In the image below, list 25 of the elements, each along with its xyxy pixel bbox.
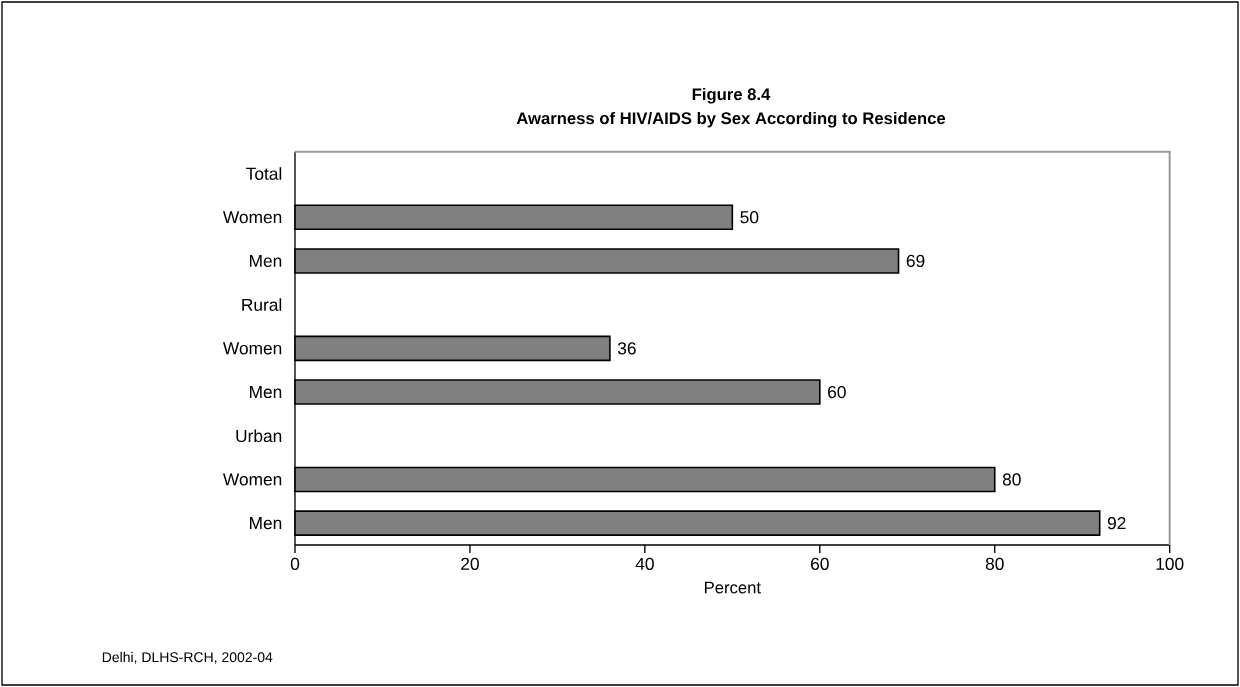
data-label: 92 — [1107, 517, 1126, 530]
x-tick-label: 80 — [985, 557, 1004, 570]
y-tick-label: Urban — [236, 429, 282, 443]
x-tick-label: 40 — [635, 557, 654, 570]
y-tick-label: Men — [250, 386, 282, 399]
y-tick-label: Total — [246, 167, 282, 180]
y-tick-label: Women — [222, 342, 282, 355]
y-tick-label: Men — [250, 517, 282, 530]
data-label: 36 — [617, 342, 636, 355]
x-axis-title: Percent — [704, 581, 761, 594]
data-label: 69 — [906, 254, 925, 268]
x-tick-label: 0 — [290, 557, 300, 570]
data-label: 50 — [740, 211, 759, 224]
chart-title: Figure 8.4 — [692, 87, 771, 104]
x-tick-label: 20 — [461, 557, 479, 570]
x-tick-label: 60 — [811, 557, 829, 570]
y-tick-label: Men — [250, 254, 282, 267]
y-tick-label: Women — [222, 211, 282, 224]
chart-subtitle: Awarness of HIV/AIDS by Sex According to Residence — [516, 111, 946, 128]
y-tick-label: Women — [222, 473, 282, 486]
data-label: 80 — [1002, 473, 1021, 486]
data-label: 60 — [828, 385, 846, 399]
x-tick-label: 100 — [1156, 557, 1184, 570]
y-tick-label: Rural — [242, 298, 282, 311]
text: Delhi, DLHS-RCH, 2002-04 — [102, 651, 273, 664]
